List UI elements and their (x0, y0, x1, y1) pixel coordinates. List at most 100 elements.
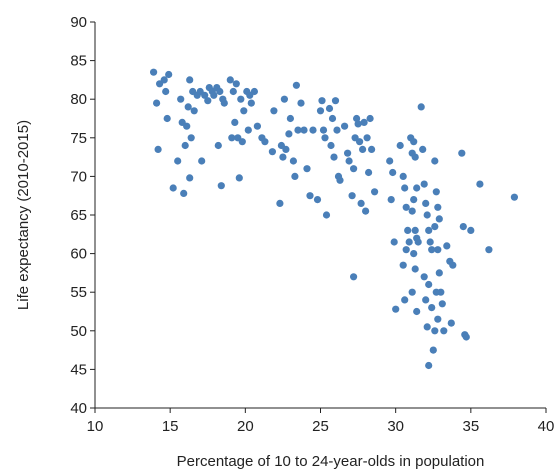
data-point (419, 145, 427, 153)
data-point (250, 87, 258, 96)
data-point (353, 114, 361, 123)
data-point (429, 346, 437, 354)
data-point (216, 87, 224, 96)
data-point (362, 207, 370, 215)
data-point (186, 76, 194, 84)
data-point (184, 103, 192, 111)
data-point (229, 87, 237, 96)
y-tick-label: 70 (70, 168, 87, 185)
data-point (434, 315, 442, 323)
data-point (420, 180, 428, 188)
data-point (279, 153, 287, 161)
data-point (405, 238, 413, 246)
x-tick-label: 20 (237, 418, 254, 435)
data-point (410, 250, 418, 258)
data-point (261, 138, 269, 146)
data-point (417, 103, 425, 111)
data-point (435, 215, 443, 223)
data-point (235, 174, 243, 182)
data-point (458, 149, 466, 157)
x-axis-title: Percentage of 10 to 24-year-olds in popu… (177, 453, 485, 470)
x-tick-label: 15 (162, 418, 179, 435)
data-point (330, 153, 338, 161)
data-point (177, 95, 185, 103)
data-point (410, 196, 418, 204)
data-point (423, 323, 431, 331)
data-point (350, 165, 358, 173)
data-point (303, 165, 311, 173)
data-point (244, 126, 252, 134)
data-point (510, 193, 518, 201)
data-point (485, 246, 493, 254)
data-point (313, 196, 322, 204)
data-point (174, 157, 182, 165)
x-tick-label: 40 (538, 418, 555, 435)
data-point (282, 145, 290, 153)
data-point (392, 305, 400, 313)
data-point (154, 145, 162, 153)
y-tick-label: 40 (70, 400, 87, 417)
data-point (220, 99, 228, 107)
data-point (253, 122, 261, 130)
y-tick-label: 85 (70, 53, 87, 70)
data-point (401, 184, 409, 192)
data-point (422, 199, 430, 207)
data-point (438, 300, 446, 308)
data-point (431, 157, 439, 165)
data-point (226, 76, 234, 84)
data-point (348, 192, 356, 200)
data-point (150, 68, 158, 76)
data-point (333, 126, 341, 134)
data-point (414, 238, 422, 246)
data-point (462, 333, 470, 341)
data-point (404, 226, 412, 234)
data-point (316, 107, 325, 115)
x-tick-label: 30 (387, 418, 404, 435)
data-point (210, 91, 218, 99)
data-point (162, 87, 170, 96)
data-point (297, 99, 305, 107)
data-point (357, 199, 365, 207)
x-tick-label: 35 (462, 418, 479, 435)
data-point (360, 118, 368, 126)
data-point (187, 134, 195, 142)
data-point (359, 145, 367, 153)
data-point (350, 273, 358, 281)
data-point (396, 141, 404, 150)
data-point (443, 242, 451, 250)
data-point (402, 203, 410, 211)
data-point (285, 130, 293, 138)
data-point (420, 273, 428, 281)
data-point (356, 138, 364, 146)
data-point (366, 114, 374, 123)
data-point (300, 126, 308, 134)
data-point (318, 97, 326, 105)
data-point (286, 114, 294, 123)
x-axis: 10 15 20 25 30 35 40 (87, 407, 555, 435)
data-point (432, 288, 440, 296)
data-point (413, 184, 421, 192)
data-point (426, 238, 434, 246)
data-point (232, 80, 240, 88)
data-point (217, 182, 225, 190)
data-point (160, 76, 168, 84)
data-point (247, 99, 255, 107)
data-point (163, 114, 171, 123)
data-point (240, 107, 248, 115)
data-point (327, 141, 335, 150)
data-point (387, 196, 395, 204)
data-point (238, 138, 246, 146)
data-point (181, 141, 189, 150)
data-point (354, 120, 362, 128)
data-point (322, 211, 331, 219)
data-point (425, 280, 433, 289)
data-point (169, 184, 177, 192)
y-tick-label: 50 (70, 323, 87, 340)
data-point (344, 149, 352, 157)
data-point (289, 157, 297, 165)
data-point (325, 104, 334, 113)
data-point (319, 126, 328, 134)
data-point (190, 107, 198, 115)
